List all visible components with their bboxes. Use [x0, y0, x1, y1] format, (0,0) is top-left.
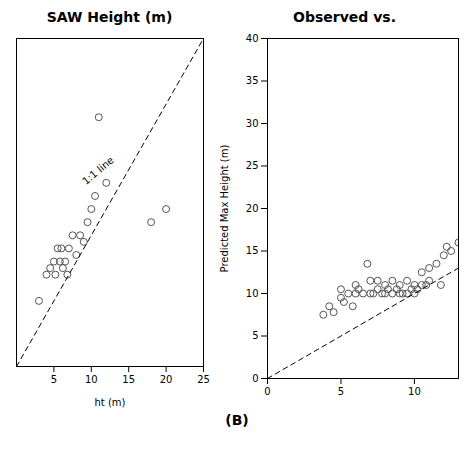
svg-text:10: 10	[408, 386, 421, 397]
svg-text:25: 25	[197, 374, 210, 385]
svg-text:Predicted Max Height (m): Predicted Max Height (m)	[219, 145, 230, 273]
svg-text:5: 5	[252, 330, 258, 341]
svg-text:1:1 line: 1:1 line	[80, 154, 116, 186]
svg-text:40: 40	[246, 33, 259, 44]
html-text:Observed vs.: Observed vs.	[293, 9, 396, 25]
svg-text:0: 0	[252, 373, 258, 384]
html-text:(B): (B)	[225, 412, 249, 428]
svg-text:35: 35	[246, 75, 259, 86]
svg-text:15: 15	[246, 245, 259, 256]
svg-text:20: 20	[160, 374, 173, 385]
svg-text:20: 20	[246, 203, 259, 214]
svg-text:10: 10	[85, 374, 98, 385]
svg-text:10: 10	[246, 288, 259, 299]
svg-text:5: 5	[51, 374, 57, 385]
svg-text:15: 15	[122, 374, 135, 385]
svg-text:25: 25	[246, 160, 259, 171]
html-text:SAW Height (m): SAW Height (m)	[46, 9, 173, 25]
svg-text:0: 0	[264, 386, 270, 397]
svg-text:30: 30	[246, 118, 259, 129]
svg-text:ht (m): ht (m)	[95, 397, 126, 408]
svg-text:5: 5	[338, 386, 344, 397]
